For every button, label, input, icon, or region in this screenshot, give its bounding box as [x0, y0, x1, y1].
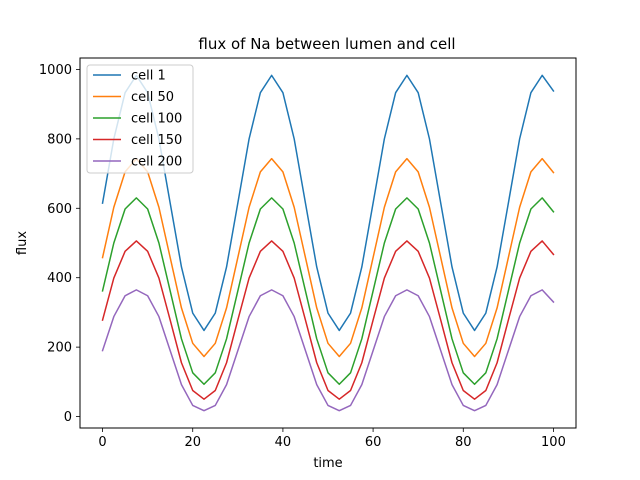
y-tick-label: 600 — [47, 202, 72, 217]
y-tick-label: 400 — [47, 271, 72, 286]
x-tick-label: 20 — [184, 435, 201, 450]
series-layer — [101, 74, 555, 412]
legend: cell 1 cell 50 cell 100 cell 150 cell 200 — [86, 64, 194, 174]
x-tick-label: 0 — [98, 435, 106, 450]
y-tick-label: 0 — [64, 410, 72, 425]
y-tick-label: 800 — [47, 132, 72, 147]
series-line-2 — [101, 157, 555, 358]
legend-label: cell 100 — [131, 112, 182, 127]
x-tick-label: 80 — [455, 435, 472, 450]
legend-label: cell 150 — [131, 133, 182, 148]
legend-label: cell 1 — [131, 69, 166, 84]
chart-title: flux of Na between lumen and cell — [198, 35, 455, 53]
series-line-1 — [101, 74, 555, 332]
y-tick-label: 1000 — [39, 63, 72, 78]
legend-label: cell 200 — [131, 155, 182, 170]
legend-label: cell 50 — [131, 90, 174, 105]
legend-box — [86, 64, 194, 174]
x-tick-label: 60 — [365, 435, 382, 450]
x-tick-label: 40 — [275, 435, 292, 450]
x-tick-label: 100 — [541, 435, 566, 450]
x-axis-label: time — [313, 456, 342, 471]
axes-frame — [79, 57, 577, 429]
series-line-3 — [101, 197, 555, 386]
y-axis-ticks: 0 200 400 600 800 1000 — [39, 63, 80, 425]
plot-area: 0 20 40 60 80 100 0 200 400 600 800 1000 — [39, 57, 577, 450]
series-line-5 — [101, 289, 555, 412]
y-tick-label: 200 — [47, 341, 72, 356]
x-axis-ticks: 0 20 40 60 80 100 — [98, 428, 566, 450]
series-line-4 — [101, 240, 555, 400]
y-axis-label: flux — [15, 231, 30, 255]
